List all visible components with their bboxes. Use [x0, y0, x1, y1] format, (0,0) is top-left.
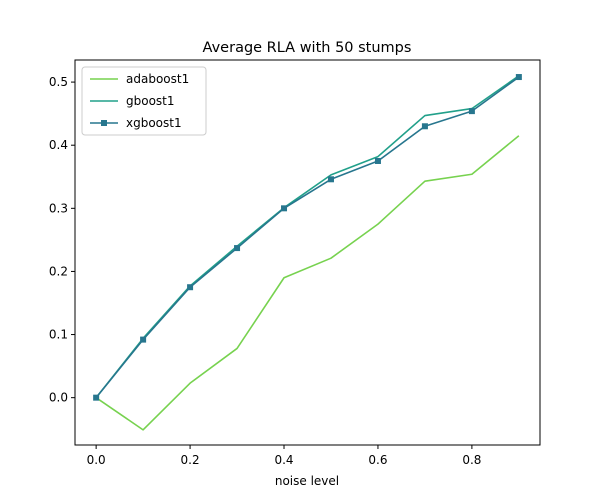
- data-point: [327, 176, 334, 183]
- y-axis: 0.0 0.1 0.2 0.3 0.4 0.5: [49, 75, 75, 405]
- series-line-adaboost1: [95, 135, 520, 431]
- plot-frame: [74, 59, 541, 446]
- y-tick-label: 0.1: [49, 328, 68, 342]
- plot-area: [74, 59, 541, 446]
- legend-box: [81, 66, 207, 136]
- legend-label-adaboost1: adaboost1: [126, 72, 189, 86]
- legend: adaboost1 gboost1 xgboost1: [81, 66, 207, 136]
- y-tick-label: 0.3: [49, 201, 68, 215]
- y-tick-label: 0.4: [49, 138, 68, 152]
- y-tick-label: 0.0: [49, 391, 68, 405]
- data-point: [468, 108, 475, 115]
- x-tick-label: 0.6: [368, 453, 387, 467]
- chart-title: Average RLA with 50 stumps: [203, 40, 412, 56]
- x-axis: 0.0 0.2 0.4 0.6 0.8: [87, 445, 481, 467]
- x-tick-label: 0.0: [87, 453, 106, 467]
- data-point: [234, 245, 241, 252]
- data-point: [281, 205, 288, 212]
- data-point: [374, 157, 381, 164]
- legend-label-xgboost1: xgboost1: [126, 116, 182, 130]
- data-point: [93, 394, 100, 401]
- x-tick-label: 0.2: [181, 453, 200, 467]
- series-line-gboost1: [95, 75, 520, 399]
- x-axis-label: noise level: [275, 474, 339, 488]
- y-tick-label: 0.5: [49, 75, 68, 89]
- data-point: [140, 336, 147, 343]
- x-tick-label: 0.4: [274, 453, 293, 467]
- data-point: [187, 284, 194, 291]
- legend-label-gboost1: gboost1: [126, 94, 175, 108]
- data-point: [421, 123, 428, 130]
- series-line-xgboost1: [95, 76, 520, 399]
- y-tick-label: 0.2: [49, 264, 68, 278]
- x-tick-label: 0.8: [462, 453, 481, 467]
- legend-marker-xgboost1: [101, 120, 107, 126]
- data-point: [515, 74, 522, 81]
